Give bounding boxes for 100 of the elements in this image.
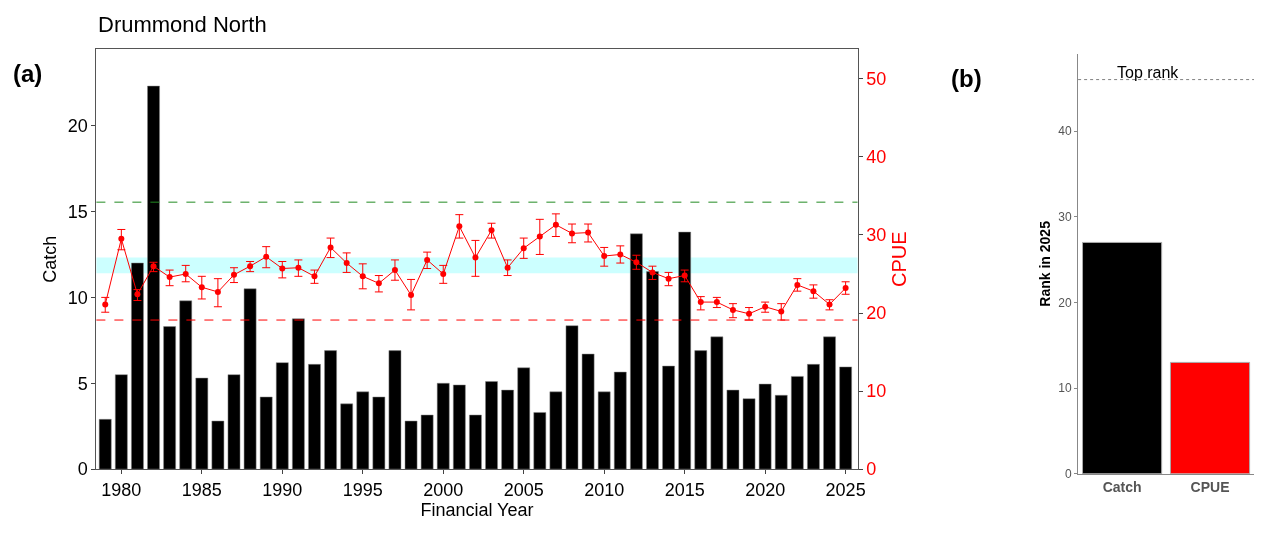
bar <box>163 326 176 470</box>
bar <box>227 374 241 470</box>
y-tick-label: 0 <box>77 459 88 480</box>
bar <box>549 391 563 470</box>
point <box>424 256 431 263</box>
point <box>279 265 286 272</box>
bar <box>98 419 112 470</box>
x-tick-label: 1980 <box>101 479 142 500</box>
point <box>569 230 575 237</box>
point <box>536 233 543 240</box>
bar <box>742 398 756 470</box>
bar <box>614 371 627 470</box>
y-tick-label: 20 <box>1058 295 1073 310</box>
point <box>327 244 334 251</box>
x-tick-label: CPUE <box>1190 478 1230 495</box>
bar <box>211 420 225 470</box>
bar <box>774 395 788 470</box>
point <box>456 223 463 230</box>
x-tick-label: Catch <box>1102 478 1142 495</box>
x-tick-label: 1985 <box>181 479 222 500</box>
point <box>408 292 415 299</box>
y-tick-label: 30 <box>1058 209 1073 224</box>
y2-tick-label: 0 <box>866 459 877 480</box>
y-tick-label: 40 <box>1058 124 1073 139</box>
point <box>617 251 624 258</box>
bar <box>662 365 675 470</box>
bar <box>420 414 434 470</box>
point <box>343 260 350 267</box>
bar <box>807 364 820 470</box>
bar <box>356 391 370 470</box>
bar <box>404 420 418 470</box>
x-tick-label: 1995 <box>342 479 383 500</box>
bar <box>694 350 708 470</box>
y-tick-label: 5 <box>77 373 88 394</box>
bar <box>131 262 144 470</box>
bar <box>678 231 691 470</box>
y2-tick-label: 20 <box>866 303 887 324</box>
bar <box>324 350 337 470</box>
point <box>697 299 704 306</box>
bar <box>372 396 386 470</box>
bar <box>646 271 659 470</box>
point <box>729 306 736 313</box>
point <box>214 288 221 295</box>
bar <box>726 389 740 470</box>
bar <box>340 403 353 470</box>
bar <box>597 391 611 470</box>
point <box>778 308 785 315</box>
bar <box>453 384 466 470</box>
x-tick-label: 2025 <box>825 479 866 500</box>
chart-title: Drummond North <box>98 12 267 37</box>
y2-tick-label: 30 <box>866 225 887 246</box>
bar <box>839 366 852 470</box>
bar <box>308 364 321 470</box>
point <box>440 270 447 277</box>
bar <box>823 336 836 470</box>
text: (a) <box>13 60 43 87</box>
bar <box>630 233 643 470</box>
point <box>182 270 189 277</box>
bar <box>710 336 724 470</box>
bar <box>147 85 160 470</box>
bar <box>533 412 547 470</box>
point <box>118 235 125 242</box>
bar <box>292 318 305 470</box>
point <box>295 264 302 271</box>
ref-line-label: Top rank <box>1117 64 1180 81</box>
y-axis-title: Catch <box>39 235 60 283</box>
point <box>633 259 640 266</box>
point <box>601 253 608 260</box>
point <box>198 284 205 291</box>
point <box>585 229 592 236</box>
point <box>263 253 270 260</box>
bar <box>115 374 128 470</box>
bar <box>565 325 579 470</box>
y-tick-label: 10 <box>1058 381 1073 396</box>
bar <box>243 288 257 470</box>
bar <box>758 383 772 470</box>
x-tick-label: 2020 <box>745 479 786 500</box>
x-tick-label: 2010 <box>584 479 625 500</box>
point <box>472 254 479 261</box>
y2-tick-label: 50 <box>866 69 887 90</box>
bar <box>195 377 209 470</box>
x-tick-label: 1990 <box>262 479 303 500</box>
point <box>231 271 237 278</box>
point <box>102 301 109 308</box>
bar <box>469 414 482 470</box>
y-tick-label: 10 <box>67 287 88 308</box>
point <box>520 245 527 252</box>
y-tick-label: 0 <box>1065 467 1073 482</box>
point <box>552 221 559 228</box>
y-tick-label: 20 <box>67 115 88 136</box>
point <box>391 267 398 274</box>
x-tick-label: 2015 <box>664 479 705 500</box>
bar <box>276 362 289 470</box>
bar <box>791 376 804 470</box>
bar <box>259 396 273 470</box>
y2-axis-title: CPUE <box>887 231 910 287</box>
bar <box>485 381 498 470</box>
point <box>166 274 173 281</box>
x-axis-title: Financial Year <box>420 499 534 520</box>
y-tick-label: 15 <box>67 201 88 222</box>
